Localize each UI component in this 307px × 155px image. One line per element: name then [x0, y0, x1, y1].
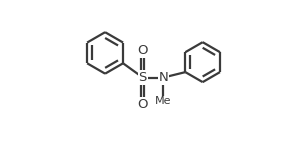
Text: O: O [138, 98, 148, 111]
Text: Me: Me [155, 96, 172, 106]
Text: N: N [159, 71, 168, 84]
Text: O: O [138, 44, 148, 57]
Text: S: S [138, 71, 147, 84]
